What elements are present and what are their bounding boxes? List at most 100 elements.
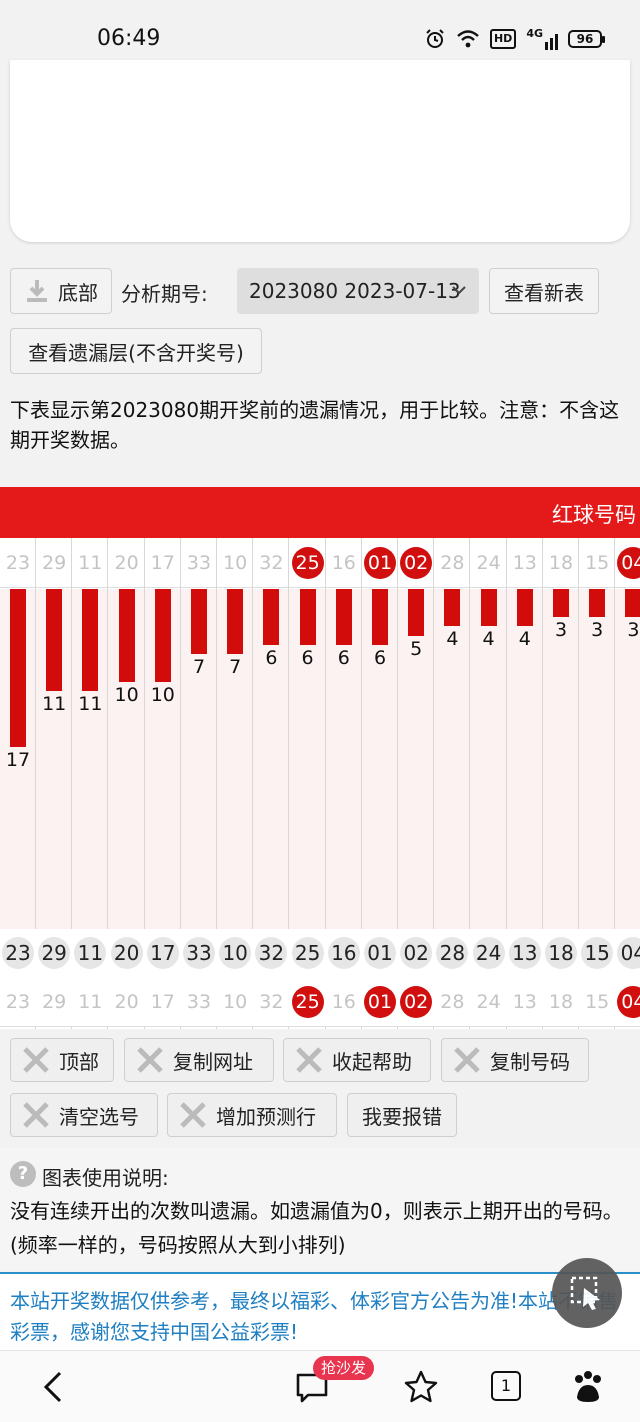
copy-numbers-button[interactable]: 复制号码 [441, 1038, 589, 1082]
report-error-label: 我要报错 [362, 1104, 442, 1129]
top-number-cell[interactable]: 28 [434, 538, 470, 588]
top-number-cell[interactable]: 16 [326, 538, 362, 588]
number-text: 29 [42, 991, 67, 1013]
bar-value-label: 10 [114, 684, 139, 706]
top-number-cell[interactable]: 01 [362, 538, 398, 588]
top-number-cell[interactable]: 29 [36, 538, 72, 588]
grid-column [471, 538, 507, 1029]
missing-bar [154, 589, 171, 682]
bottom-button[interactable]: 底部 [10, 268, 112, 314]
number-text: 24 [476, 552, 501, 574]
top-number-cell[interactable]: 18 [543, 538, 579, 588]
number-text: 32 [259, 552, 284, 574]
bottom-number-cell[interactable]: 13 [507, 977, 543, 1027]
number-text: 15 [585, 991, 610, 1013]
missing-bar [191, 589, 207, 655]
number-text: 17 [150, 991, 175, 1013]
collapse-help-button[interactable]: 收起帮助 [283, 1038, 431, 1082]
status-icons: HD 4G 96 [424, 28, 605, 50]
clear-selection-button[interactable]: 清空选号 [10, 1093, 158, 1137]
top-number-cell[interactable]: 20 [109, 538, 145, 588]
bottom-number-cell[interactable]: 15 [579, 977, 615, 1027]
missing-bar [10, 589, 26, 748]
grid-column [398, 538, 435, 1029]
tick-dot [508, 937, 541, 969]
tick-dot [38, 937, 71, 969]
missing-bar [408, 589, 425, 636]
paw-icon[interactable] [571, 1369, 605, 1405]
battery-icon: 96 [568, 30, 605, 48]
bottom-number-cell[interactable]: 11 [72, 977, 108, 1027]
bar-value-label: 5 [410, 637, 423, 660]
tick-label: 23 [0, 929, 36, 977]
top-number-cell[interactable]: 32 [253, 538, 289, 588]
top-number-cell[interactable]: 24 [471, 538, 507, 588]
drawn-ball [617, 986, 640, 1018]
bottom-number-cell[interactable]: 20 [109, 977, 145, 1027]
top-number-cell[interactable]: 17 [145, 538, 181, 588]
bottom-number-cell[interactable]: 33 [181, 977, 217, 1027]
tabs-count-button[interactable]: 1 [491, 1371, 521, 1401]
grid-column [253, 538, 290, 1029]
top-number-cell[interactable]: 23 [0, 538, 36, 588]
grid-column [145, 538, 181, 1029]
hd-icon: HD [489, 29, 517, 49]
cursor-fab-button[interactable] [552, 1258, 622, 1328]
top-number-cell[interactable]: 04 [615, 538, 640, 588]
comments-badge: 抢沙发 [313, 1356, 375, 1380]
top-number-cell[interactable]: 33 [181, 538, 217, 588]
report-error-button[interactable]: 我要报错 [347, 1093, 457, 1137]
help-title: 图表使用说明: [42, 1166, 169, 1190]
number-text: 25 [295, 991, 320, 1013]
bar-value-label: 7 [229, 656, 242, 679]
tick-text: 01 [367, 941, 393, 965]
view-missing-layer-button[interactable]: 查看遗漏层(不含开奖号) [10, 328, 262, 374]
period-label: 分析期号: [121, 282, 208, 306]
grid-column [0, 538, 36, 1029]
number-label-row: 23 29 11 20 17 33 10 32 25 16 01 02 28 24 13 18 15 04 [0, 929, 640, 977]
chevron-down-icon [452, 286, 466, 295]
add-forecast-row-button[interactable]: 增加预测行 [167, 1093, 337, 1137]
bottom-number-cell[interactable]: 04 [615, 977, 640, 1027]
number-text: 20 [114, 991, 139, 1013]
view-new-table-button[interactable]: 查看新表 [489, 268, 599, 314]
number-text: 01 [367, 552, 393, 574]
cursor-select-icon [570, 1276, 600, 1310]
bottom-number-cell[interactable]: 32 [253, 977, 289, 1027]
top-button[interactable]: 顶部 [10, 1038, 114, 1082]
top-number-cell[interactable]: 25 [290, 538, 326, 588]
bottom-number-cell[interactable]: 02 [398, 977, 434, 1027]
tick-dot [327, 937, 360, 969]
bottom-number-cell[interactable]: 23 [0, 977, 36, 1027]
tick-text: 24 [475, 941, 502, 965]
tick-label: 13 [507, 929, 543, 977]
back-icon[interactable] [38, 1369, 66, 1405]
tick-label: 33 [181, 929, 217, 977]
clear-selection-label: 清空选号 [59, 1104, 139, 1129]
missing-bar [444, 589, 461, 627]
bottom-number-cell[interactable]: 10 [217, 977, 253, 1027]
top-number-cell[interactable]: 15 [579, 538, 615, 588]
top-number-cell[interactable]: 11 [72, 538, 108, 588]
bottom-number-cell[interactable]: 18 [543, 977, 579, 1027]
bottom-number-cell[interactable]: 16 [326, 977, 362, 1027]
top-number-cell[interactable]: 10 [217, 538, 253, 588]
copy-url-button[interactable]: 复制网址 [124, 1038, 274, 1082]
missing-bar [589, 589, 606, 617]
tick-label: 10 [217, 929, 253, 977]
bottom-number-cell[interactable]: 24 [471, 977, 507, 1027]
bottom-number-cell[interactable]: 28 [434, 977, 470, 1027]
top-number-cell[interactable]: 13 [507, 538, 543, 588]
bottom-number-cell[interactable]: 25 [290, 977, 326, 1027]
number-text: 04 [621, 991, 640, 1013]
period-select[interactable]: 2023080 2023-07-13 [237, 268, 479, 314]
bottom-number-cell[interactable]: 17 [145, 977, 181, 1027]
tick-label: 02 [398, 929, 434, 977]
bottom-number-cell[interactable]: 29 [36, 977, 72, 1027]
bar-value-label: 10 [150, 684, 175, 706]
star-icon[interactable] [403, 1369, 439, 1405]
number-text: 13 [512, 991, 537, 1013]
top-number-cell[interactable]: 02 [398, 538, 434, 588]
bottom-number-cell[interactable]: 01 [362, 977, 398, 1027]
bar-value-label: 4 [482, 628, 495, 651]
